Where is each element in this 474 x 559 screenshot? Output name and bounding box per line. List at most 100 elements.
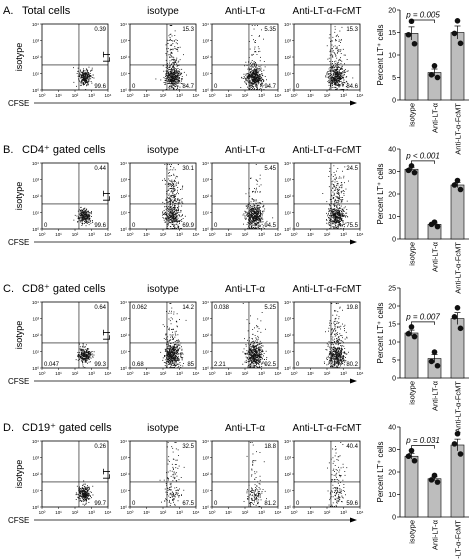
event-dot — [174, 71, 176, 72]
event-dot — [169, 183, 170, 185]
event-dot — [344, 214, 345, 216]
event-dot — [334, 83, 336, 85]
event-dot — [175, 71, 177, 73]
event-dot — [245, 193, 247, 195]
event-dot — [83, 219, 84, 220]
event-dot — [262, 226, 264, 228]
event-dot — [175, 177, 177, 179]
event-dot — [167, 350, 168, 352]
event-dot — [166, 339, 168, 341]
event-dot — [337, 82, 339, 83]
event-dot — [84, 79, 86, 81]
event-dot — [260, 86, 262, 87]
event-dot — [328, 212, 329, 214]
event-dot — [251, 223, 252, 224]
event-dot — [166, 209, 168, 211]
event-dot — [77, 355, 79, 357]
event-dot — [333, 226, 335, 228]
event-dot — [173, 40, 175, 42]
event-dot — [337, 69, 339, 70]
event-dot — [262, 218, 264, 220]
event-dot — [341, 214, 343, 215]
event-dot — [177, 360, 178, 361]
x-tick-label: 10² — [242, 93, 249, 98]
event-dot — [340, 74, 342, 76]
event-dot — [179, 72, 181, 74]
event-dot — [173, 311, 175, 313]
event-dot — [249, 355, 251, 356]
event-dot — [244, 78, 246, 79]
event-dot — [87, 70, 88, 72]
event-dot — [174, 205, 175, 207]
event-dot — [248, 73, 250, 74]
x-tick-label: 10⁰ — [291, 93, 298, 98]
event-dot — [260, 191, 261, 193]
event-dot — [90, 70, 92, 71]
event-dot — [170, 86, 172, 88]
event-dot — [175, 221, 177, 223]
flow-frame — [293, 23, 361, 91]
event-dot — [331, 222, 333, 224]
event-dot — [334, 202, 336, 204]
event-dot — [176, 207, 178, 208]
event-dot — [172, 203, 174, 205]
event-dot — [176, 325, 178, 327]
event-dot — [331, 189, 332, 191]
event-dot — [252, 218, 254, 220]
event-dot — [78, 73, 80, 75]
event-dot — [259, 209, 261, 211]
x-tick-label: 10¹ — [225, 232, 232, 237]
event-dot — [253, 210, 255, 212]
event-dot — [169, 327, 170, 329]
event-dot — [169, 203, 171, 205]
event-dot — [337, 188, 339, 190]
event-dot — [257, 75, 259, 77]
event-dot — [256, 79, 258, 81]
event-dot — [335, 47, 337, 49]
event-dot — [174, 61, 176, 63]
data-point — [451, 30, 458, 37]
event-dot — [169, 334, 171, 336]
event-dot — [259, 215, 261, 217]
event-dot — [252, 77, 254, 78]
event-dot — [250, 66, 252, 68]
event-dot — [174, 70, 175, 72]
event-dot — [249, 216, 251, 218]
event-dot — [168, 221, 170, 222]
event-dot — [345, 76, 347, 78]
event-dot — [83, 79, 85, 80]
event-dot — [338, 78, 339, 79]
event-dot — [164, 222, 166, 223]
event-dot — [89, 76, 90, 78]
event-dot — [168, 169, 170, 171]
event-dot — [339, 58, 341, 60]
event-dot — [338, 41, 340, 42]
bar — [404, 168, 419, 240]
y-tick-label: 10² — [120, 194, 127, 199]
event-dot — [165, 80, 167, 82]
event-dot — [266, 220, 268, 222]
event-dot — [172, 197, 174, 199]
event-dot — [82, 208, 84, 210]
event-dot — [77, 71, 79, 72]
event-dot — [335, 219, 337, 221]
event-dot — [245, 211, 247, 213]
event-dot — [80, 360, 82, 362]
x-tick-label: 10⁴ — [105, 371, 112, 376]
event-dot — [342, 221, 344, 223]
event-dot — [340, 67, 342, 69]
event-dot — [259, 76, 261, 77]
event-dot — [334, 69, 336, 71]
event-dot — [337, 191, 339, 192]
event-dot — [173, 167, 175, 169]
event-dot — [174, 68, 176, 69]
event-dot — [180, 228, 181, 229]
event-dot — [166, 365, 168, 367]
event-dot — [168, 339, 170, 341]
event-dot — [247, 81, 249, 83]
event-dot — [334, 78, 336, 80]
event-dot — [81, 353, 83, 355]
event-dot — [84, 219, 86, 221]
event-dot — [168, 350, 170, 352]
event-dot — [254, 341, 255, 343]
